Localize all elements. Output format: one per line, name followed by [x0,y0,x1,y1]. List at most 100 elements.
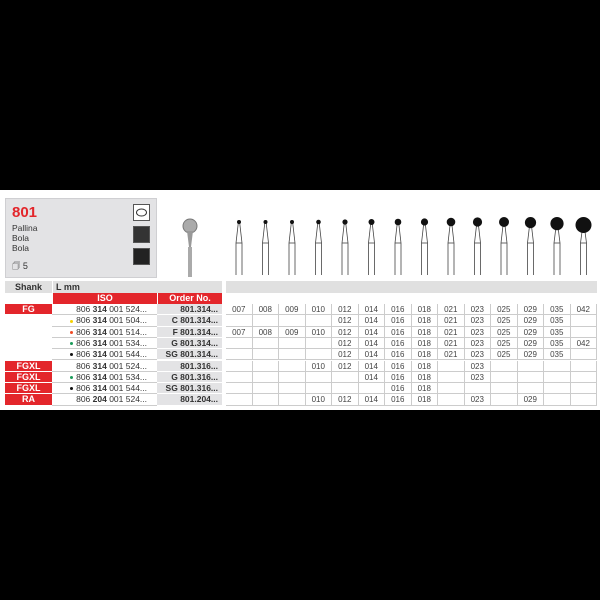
size-cell: 012 [332,326,359,338]
bur-illustration [394,218,402,275]
size-cell: 018 [411,360,438,372]
size-cell: 016 [385,394,412,406]
package-icon: 🗇 [12,261,21,271]
iso-number: 806 314 001 534... [52,371,157,384]
size-cell [279,394,306,406]
size-cell [517,371,544,384]
size-cell: 012 [332,360,359,372]
size-cell [252,315,279,327]
size-cell [570,360,597,372]
order-number: 801.204... [157,394,222,406]
size-cell [332,371,359,384]
size-cell: 023 [464,315,491,327]
order-number: 801.316... [157,360,222,372]
size-cell: 014 [358,315,385,327]
size-cell: 021 [438,326,465,338]
order-number: G 801.314... [157,337,222,350]
bur-illustration [341,219,349,275]
size-cell: 023 [464,371,491,384]
size-cell [332,383,359,395]
bur-illustration [472,217,483,275]
size-cell [305,315,332,327]
product-code: 801 [12,204,38,221]
size-cell: 025 [491,304,518,316]
grit-dot-yellow [70,319,74,323]
bur-illustration [262,220,269,275]
size-cell: 025 [491,315,518,327]
size-cell: 016 [385,360,412,372]
lab-icon [133,248,150,265]
size-cell: 029 [517,394,544,406]
size-cell: 042 [570,304,597,316]
order-number: G 801.316... [157,371,222,384]
order-number: F 801.314... [157,326,222,338]
size-cell [252,360,279,372]
size-cell: 021 [438,315,465,327]
pack-qty-value: 5 [22,261,28,271]
size-cell [279,315,306,327]
size-cell: 018 [411,371,438,384]
size-cell: 018 [411,337,438,350]
size-cell: 012 [332,315,359,327]
size-cell [252,371,279,384]
size-cell: 016 [385,383,412,395]
bur-illustration [315,219,322,275]
bur-illustration [524,217,537,275]
size-cell [226,337,253,350]
size-cell: 018 [411,383,438,395]
size-cell: 016 [385,349,412,361]
iso-number: 806 314 001 504... [52,315,157,327]
size-cell [570,326,597,338]
size-cell [279,360,306,372]
size-cell: 023 [464,394,491,406]
size-cell: 035 [544,337,571,350]
iso-number: 806 314 001 524... [52,304,157,316]
size-cell [570,349,597,361]
size-cell: 029 [517,315,544,327]
size-cell: 008 [252,326,279,338]
size-cell [279,337,306,350]
size-cell: 042 [570,337,597,350]
size-cell [464,383,491,395]
iso-number: 806 314 001 544... [52,383,157,395]
rotation-icon [133,204,150,221]
size-cell [491,360,518,372]
product-name-es: Bola [12,233,30,243]
grit-dot-black [70,387,74,391]
grit-dot-green [70,376,74,380]
size-header-bar [226,281,597,293]
pack-quantity: 🗇 5 [12,259,28,275]
size-cell [305,383,332,395]
size-cell [252,383,279,395]
product-name-it: Pallina [12,223,38,233]
shank-label: FG [5,304,52,315]
order-number: SG 801.316... [157,383,222,395]
size-cell: 025 [491,349,518,361]
size-cell: 023 [464,337,491,350]
bur-size-illustrations [235,217,592,275]
size-cell: 012 [332,394,359,406]
size-cell [252,349,279,361]
size-cell [279,349,306,361]
iso-number: 806 204 001 524... [52,394,157,406]
size-cell: 025 [491,326,518,338]
size-cell: 010 [305,394,332,406]
size-cell: 023 [464,304,491,316]
size-cell: 014 [358,360,385,372]
shank-label: FGXL [5,383,52,394]
size-cell: 007 [226,304,253,316]
size-cell [570,383,597,395]
bur-illustration [550,217,564,275]
size-cell: 029 [517,304,544,316]
size-cell: 008 [252,304,279,316]
size-cell [491,383,518,395]
size-cell: 014 [358,371,385,384]
size-cell [252,394,279,406]
size-cell [305,371,332,384]
order-number: C 801.314... [157,315,222,327]
shank-label: FGXL [5,360,52,371]
size-cell [226,349,253,361]
size-cell [517,360,544,372]
bur-illustration [446,217,456,275]
size-cell: 012 [332,304,359,316]
